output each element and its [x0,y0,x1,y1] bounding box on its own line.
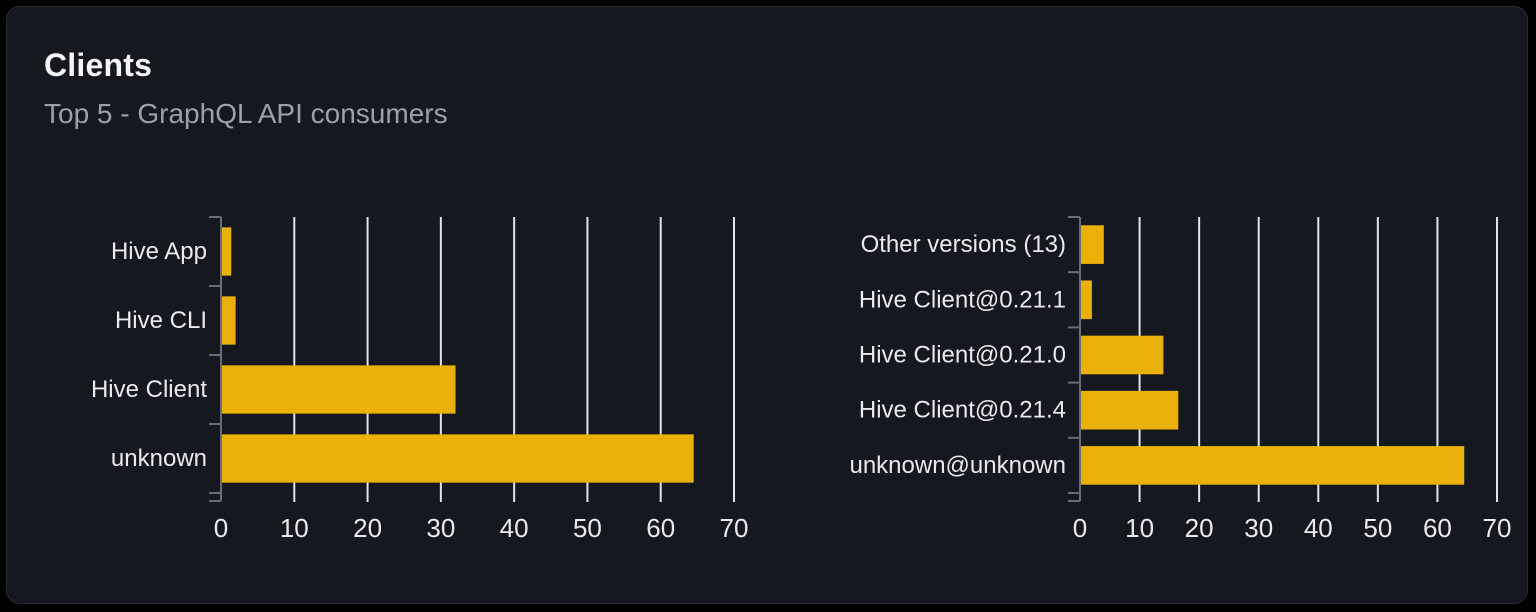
x-tick-label-70: 70 [1483,513,1512,543]
bar-hive-app [221,227,232,276]
clients-by-name-chart: Hive App Hive CLI Hive Client unknown 0 10 20 3… [91,216,749,543]
category-label-hive-cli: Hive CLI [115,307,207,334]
x-tick-label-50: 50 [573,513,602,543]
category-label-hive-client: Hive Client [91,376,207,403]
x-tick-label-20: 20 [1185,513,1214,543]
card-subtitle: Top 5 - GraphQL API consumers [44,98,448,129]
category-label-hive-app: Hive App [111,238,207,265]
bar-hive-client-0-21-0 [1080,335,1164,375]
x-tick-label-60: 60 [1423,513,1452,543]
x-tick-label-20: 20 [353,513,382,543]
x-tick-label-30: 30 [1244,513,1273,543]
clients-by-version-chart: Other versions (13) Hive Client@0.21.1 Hiv… [849,216,1512,543]
bar-hive-client-0-21-1 [1080,280,1092,320]
category-label-hive-client-0-21-4: Hive Client@0.21.4 [859,397,1066,424]
x-tick-label-10: 10 [1125,513,1154,543]
category-label-unknown: unknown [111,445,207,472]
x-tick-label-50: 50 [1363,513,1392,543]
bar-unknown-unknown [1080,446,1465,485]
card-title: Clients [44,47,153,83]
bar-unknown [221,434,694,483]
x-tick-label-60: 60 [646,513,675,543]
x-tick-label-30: 30 [426,513,455,543]
clients-card: Clients Top 5 - GraphQL API consumers Hi… [6,6,1528,604]
bar-hive-client-0-21-4 [1080,390,1179,430]
x-tick-label-70: 70 [720,513,749,543]
x-tick-label-10: 10 [280,513,309,543]
x-tick-label-40: 40 [1304,513,1333,543]
category-label-hive-client-0-21-1: Hive Client@0.21.1 [859,286,1066,313]
x-tick-label-0: 0 [1073,513,1087,543]
x-tick-label-40: 40 [500,513,529,543]
bar-hive-cli [221,296,236,345]
card-header: Clients Top 5 - GraphQL API consumers [44,47,448,130]
bar-other-versions-13 [1080,225,1104,264]
category-label-hive-client-0-21-0: Hive Client@0.21.0 [859,342,1066,369]
category-label-other-versions-13: Other versions (13) [861,231,1066,258]
category-label-unknown-unknown: unknown@unknown [849,452,1066,479]
bar-hive-client [221,365,456,414]
x-tick-label-0: 0 [214,513,228,543]
